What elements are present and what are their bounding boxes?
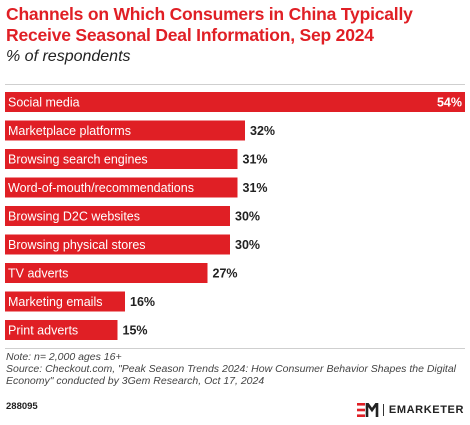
- bar-category-label: TV adverts: [8, 267, 68, 281]
- brand-name: EMARKETER: [388, 404, 464, 416]
- bar-print-adverts: [5, 320, 118, 340]
- brand-divider: [382, 404, 384, 416]
- bar-value-label: 27%: [213, 267, 238, 281]
- bar-category-label: Browsing physical stores: [8, 238, 146, 252]
- bar-category-label: Browsing search engines: [8, 153, 148, 167]
- bar-marketplace-platforms: [5, 120, 245, 141]
- note-source: Source: Checkout.com, "Peak Season Trend…: [6, 363, 457, 387]
- chart-subtitle: % of respondents: [6, 48, 131, 65]
- bar-value-label: 16%: [130, 295, 155, 309]
- chart-id: 288095: [6, 401, 38, 412]
- bar-browsing-physical-stores: [5, 234, 230, 255]
- bar-category-label: Marketplace platforms: [8, 124, 131, 138]
- bar-category-label: Browsing D2C websites: [8, 210, 140, 224]
- bar-marketing-emails: [5, 291, 125, 312]
- chart-title: Channels on Which Consumers in China Typ…: [6, 4, 413, 45]
- bar-value-label: 30%: [235, 238, 260, 252]
- bar-value-label: 30%: [235, 210, 260, 224]
- bar-value-label: 32%: [250, 124, 275, 138]
- bar-word-of-mouth-recommendations: [5, 177, 238, 198]
- bar-value-label: 15%: [123, 324, 148, 338]
- brand-mark: EMARKETER: [356, 401, 464, 419]
- bar-browsing-search-engines: [5, 149, 238, 169]
- bar-chart: Social media 54% Marketplace platforms 32% B…: [5, 92, 465, 340]
- bar-category-label: Print adverts: [8, 324, 78, 338]
- emarketer-logo-icon: [356, 403, 379, 417]
- chart-note: Note: n= 2,000 ages 16+ Source: Checkout…: [6, 351, 466, 387]
- bar-category-label: Social media: [8, 96, 80, 110]
- bottom-divider: [5, 348, 465, 349]
- note-sample: Note: n= 2,000 ages 16+: [6, 351, 122, 363]
- top-divider: [5, 84, 465, 85]
- bar-category-label: Marketing emails: [8, 295, 102, 309]
- bar-browsing-d2c-websites: [5, 206, 230, 226]
- bar-social-media: [5, 92, 465, 112]
- bar-tv-adverts: [5, 263, 208, 283]
- bar-value-label: 54%: [437, 96, 462, 110]
- bar-value-label: 31%: [243, 181, 268, 195]
- bar-value-label: 31%: [243, 153, 268, 167]
- bar-category-label: Word-of-mouth/recommendations: [8, 181, 194, 195]
